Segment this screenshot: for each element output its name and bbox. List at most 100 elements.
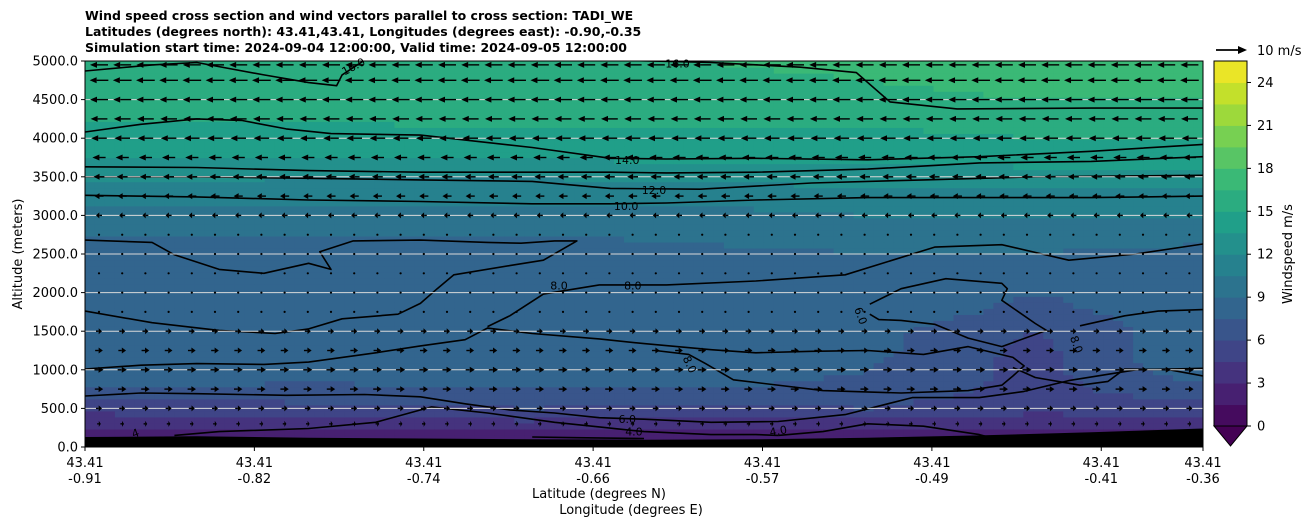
field-cell bbox=[1053, 332, 1064, 340]
field-cell bbox=[1133, 410, 1144, 418]
field-cell bbox=[943, 398, 955, 406]
field-cell bbox=[1013, 223, 1024, 231]
field-cell bbox=[753, 422, 765, 430]
field-cell bbox=[274, 296, 286, 303]
field-cell bbox=[574, 254, 585, 261]
field-cell bbox=[1033, 223, 1044, 231]
field-cell bbox=[913, 320, 925, 327]
field-cell bbox=[773, 217, 785, 225]
field-cell bbox=[254, 175, 266, 183]
field-cell bbox=[683, 205, 695, 213]
field-cell bbox=[614, 187, 625, 195]
field-cell bbox=[953, 368, 965, 376]
field-cell bbox=[274, 374, 286, 382]
field-cell bbox=[1043, 320, 1054, 327]
field-cell bbox=[1183, 368, 1194, 376]
field-cell bbox=[554, 278, 565, 285]
field-cell bbox=[364, 235, 376, 243]
field-cell bbox=[404, 241, 416, 249]
field-cell bbox=[833, 428, 845, 436]
field-cell bbox=[1193, 362, 1203, 370]
field-cell bbox=[763, 416, 775, 424]
field-cell bbox=[853, 392, 865, 400]
field-cell bbox=[124, 410, 136, 418]
field-cell bbox=[414, 272, 425, 279]
field-cell bbox=[893, 398, 905, 406]
field-cell bbox=[1163, 422, 1174, 430]
field-cell bbox=[1013, 410, 1024, 418]
field-cell bbox=[653, 217, 665, 225]
field-cell bbox=[1033, 416, 1044, 424]
field-cell bbox=[813, 223, 825, 231]
field-cell bbox=[773, 266, 785, 273]
field-cell bbox=[564, 290, 575, 297]
field-cell bbox=[154, 260, 166, 267]
field-cell bbox=[394, 284, 406, 291]
field-cell bbox=[174, 260, 186, 267]
field-cell bbox=[1143, 314, 1154, 321]
field-cell bbox=[913, 205, 925, 213]
field-cell bbox=[104, 217, 116, 225]
field-cell bbox=[663, 217, 675, 225]
field-cell bbox=[224, 338, 236, 346]
field-cell bbox=[1083, 398, 1094, 406]
field-cell bbox=[384, 380, 396, 388]
field-cell bbox=[354, 278, 366, 285]
field-cell bbox=[574, 332, 585, 340]
field-cell bbox=[1173, 260, 1184, 267]
field-cell bbox=[574, 278, 585, 285]
field-cell bbox=[933, 302, 945, 309]
field-cell bbox=[1003, 254, 1014, 261]
field-cell bbox=[514, 434, 525, 442]
field-cell bbox=[644, 272, 655, 279]
field-cell bbox=[843, 368, 855, 376]
field-cell bbox=[1173, 320, 1184, 327]
field-cell bbox=[344, 350, 356, 358]
field-cell bbox=[1023, 205, 1034, 213]
field-cell bbox=[364, 392, 376, 400]
field-cell bbox=[923, 187, 935, 195]
field-cell bbox=[703, 266, 715, 273]
field-cell bbox=[234, 374, 246, 382]
field-cell bbox=[384, 247, 396, 255]
field-cell bbox=[1073, 217, 1084, 225]
field-cell bbox=[564, 247, 575, 255]
field-cell bbox=[893, 422, 905, 430]
field-cell bbox=[673, 392, 685, 400]
field-cell bbox=[284, 374, 296, 382]
field-cell bbox=[604, 362, 615, 370]
field-cell bbox=[634, 350, 645, 358]
field-cell bbox=[374, 187, 386, 195]
field-cell bbox=[634, 410, 645, 418]
field-cell bbox=[1113, 284, 1124, 291]
field-cell bbox=[703, 229, 715, 237]
field-cell bbox=[244, 374, 256, 382]
field-cell bbox=[454, 338, 465, 346]
field-cell bbox=[244, 278, 256, 285]
field-cell bbox=[94, 392, 106, 400]
field-cell bbox=[124, 235, 136, 243]
field-cell bbox=[903, 272, 915, 279]
field-cell bbox=[803, 332, 815, 340]
field-cell bbox=[1153, 217, 1164, 225]
field-cell bbox=[304, 374, 316, 382]
field-cell bbox=[773, 380, 785, 388]
field-cell bbox=[484, 380, 495, 388]
field-cell bbox=[1073, 284, 1084, 291]
field-cell bbox=[1113, 416, 1124, 424]
field-cell bbox=[1033, 356, 1044, 364]
field-cell bbox=[544, 296, 555, 303]
field-cell bbox=[494, 290, 505, 297]
field-cell bbox=[1053, 229, 1064, 237]
field-cell bbox=[893, 217, 905, 225]
field-cell bbox=[544, 368, 555, 376]
field-cell bbox=[1093, 247, 1104, 255]
field-cell bbox=[1173, 344, 1184, 352]
field-cell bbox=[663, 193, 675, 201]
field-cell bbox=[94, 314, 106, 321]
field-cell bbox=[424, 187, 435, 195]
field-cell bbox=[134, 235, 146, 243]
field-cell bbox=[594, 266, 605, 273]
field-cell bbox=[883, 278, 895, 285]
field-cell bbox=[524, 368, 535, 376]
